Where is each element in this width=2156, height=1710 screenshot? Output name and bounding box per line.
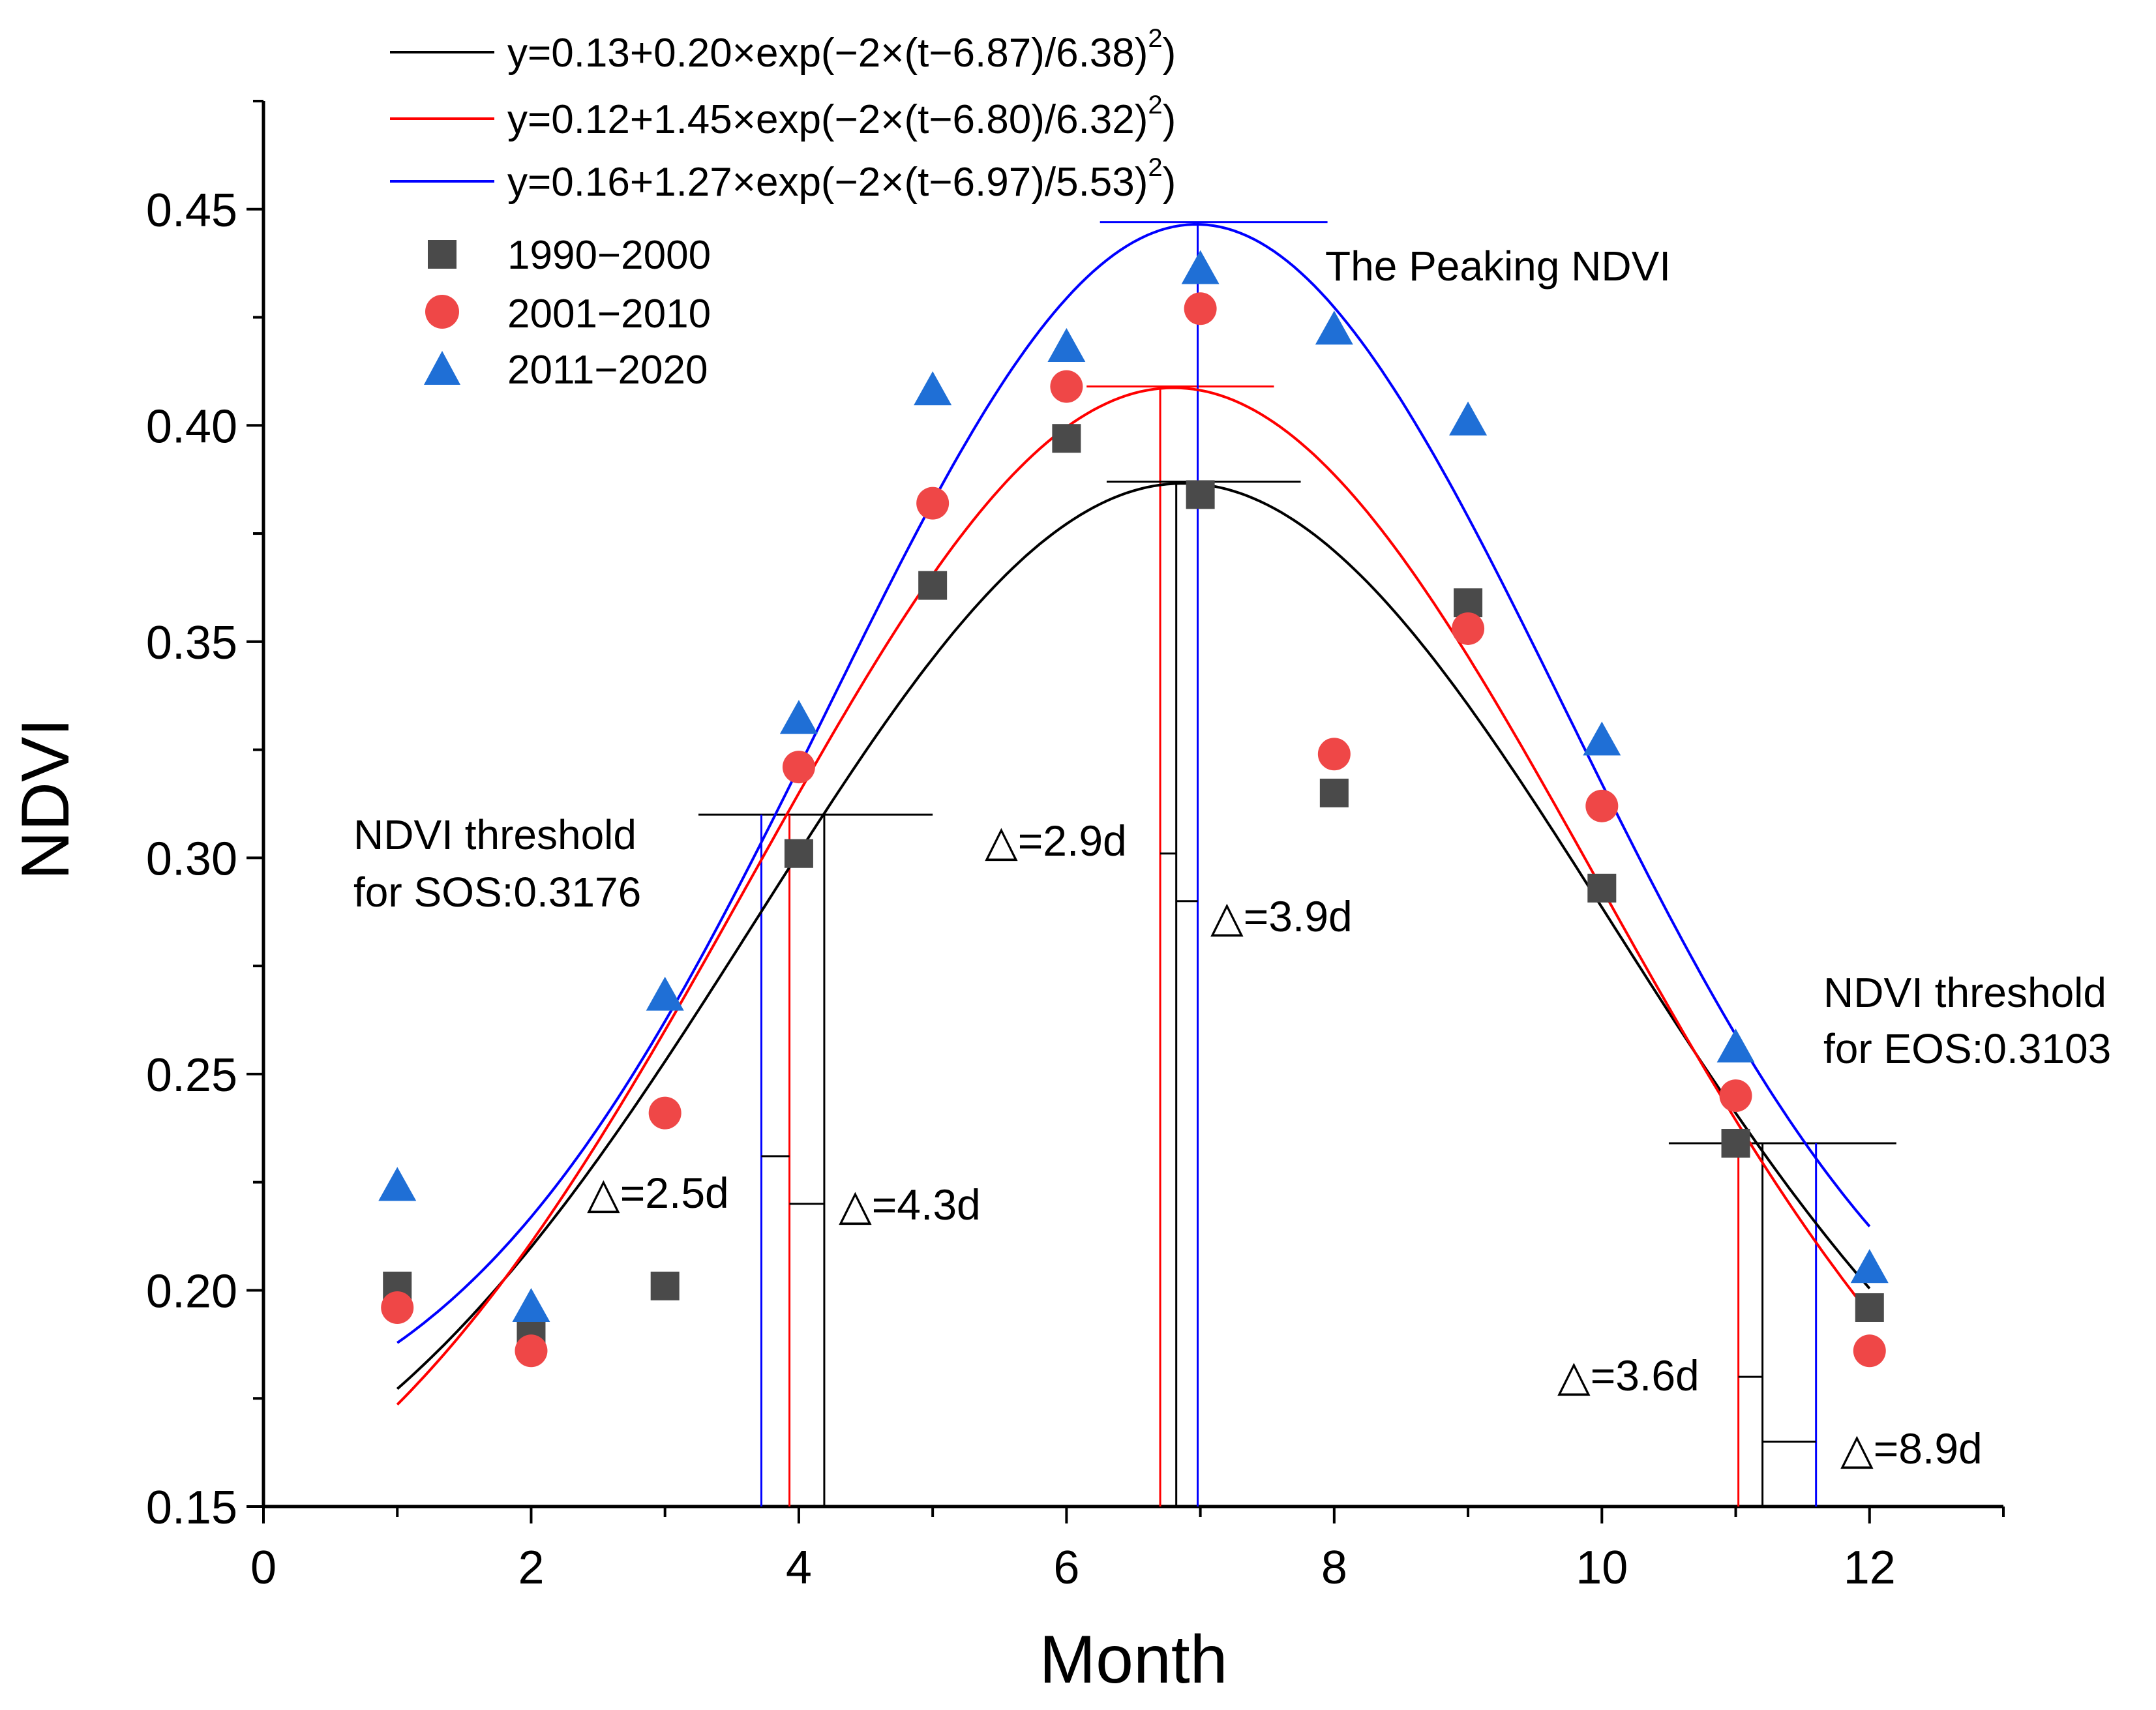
marker-triangle-2011−2020	[779, 700, 818, 734]
axis-ticks	[247, 100, 2005, 1523]
y-axis-title: NDVI	[8, 718, 83, 880]
y-tick-label: 0.20	[146, 1265, 237, 1317]
x-tick-label: 10	[1576, 1542, 1628, 1594]
marker-circle-2001−2010	[381, 1291, 414, 1324]
delta-eos-black-blue: △=8.9d	[1840, 1424, 1983, 1473]
fit-curves	[396, 222, 1871, 1406]
marker-triangle-2011−2020	[1716, 1028, 1755, 1063]
delta-eos-red-black: △=3.6d	[1557, 1351, 1699, 1400]
y-tick-labels: 0.15 0.20 0.25 0.30 0.35 0.40 0.45	[146, 185, 237, 1534]
delta-sos-red-black: △=4.3d	[839, 1180, 981, 1229]
x-tick-label: 0	[250, 1542, 277, 1594]
peak-ndvi-label: The Peaking NDVI	[1325, 243, 1671, 290]
marker-square-1990−2000	[918, 571, 948, 600]
marker-triangle-2011−2020	[1850, 1249, 1889, 1283]
marker-circle-2001−2010	[1317, 738, 1351, 771]
fit-curve-0	[396, 482, 1871, 1390]
x-axis-title: Month	[1039, 1622, 1227, 1698]
y-tick-label: 0.40	[146, 400, 237, 453]
x-tick-labels: 0 2 4 6 8 10 12	[250, 1542, 1896, 1594]
marker-circle-2001−2010	[1719, 1079, 1752, 1113]
delta-peak-black-blue: △=3.9d	[1210, 892, 1353, 940]
y-tick-label: 0.30	[146, 833, 237, 885]
fit-curve-2	[397, 222, 1871, 1344]
marker-triangle-2011−2020	[1449, 401, 1488, 436]
marker-square-1990−2000	[1186, 480, 1215, 509]
marker-circle-2001−2010	[648, 1096, 681, 1130]
sos-threshold-label-line1: NDVI threshold	[353, 811, 636, 858]
marker-triangle-2011−2020	[1047, 327, 1086, 362]
marker-square-1990−2000	[1587, 873, 1617, 903]
eos-threshold-label-line2: for EOS:0.3103	[1823, 1025, 2111, 1072]
y-tick-label: 0.45	[146, 185, 237, 237]
marker-triangle-2011−2020	[914, 371, 952, 406]
marker-circle-2001−2010	[782, 751, 815, 784]
y-tick-label: 0.35	[146, 617, 237, 669]
legend-fit-black: y=0.13+0.20×exp(−2×(t−6.87)/6.38)2)	[507, 24, 1176, 76]
marker-triangle-2011−2020	[1583, 721, 1621, 756]
x-tick-label: 8	[1321, 1542, 1347, 1594]
marker-square-1990−2000	[1052, 424, 1081, 453]
marker-circle-2001−2010	[1050, 370, 1083, 403]
legend-series-1990-2000: 1990−2000	[507, 233, 711, 278]
marker-triangle-2011−2020	[378, 1167, 417, 1201]
y-tick-label: 0.25	[146, 1049, 237, 1102]
legend: y=0.13+0.20×exp(−2×(t−6.87)/6.38)2) y=0.…	[390, 24, 1176, 393]
y-tick-label: 0.15	[146, 1482, 237, 1534]
marker-triangle-2011−2020	[512, 1287, 550, 1322]
marker-triangle-2011−2020	[646, 976, 684, 1011]
x-tick-label: 6	[1053, 1542, 1079, 1594]
marker-square-1990−2000	[1454, 588, 1483, 618]
marker-circle-2001−2010	[1585, 789, 1619, 822]
delta-sos-blue-red: △=2.5d	[587, 1169, 729, 1217]
delta-peak-red-black: △=2.9d	[985, 817, 1127, 865]
legend-fit-blue: y=0.16+1.27×exp(−2×(t−6.97)/5.53)2)	[507, 153, 1176, 205]
marker-square-1990−2000	[650, 1271, 680, 1300]
marker-circle-2001−2010	[1452, 612, 1485, 645]
x-tick-label: 2	[518, 1542, 544, 1594]
reference-lines	[698, 221, 1896, 1507]
marker-circle-2001−2010	[1184, 292, 1217, 325]
marker-circle-2001−2010	[515, 1334, 548, 1368]
marker-square-1990−2000	[1855, 1293, 1884, 1322]
legend-marker-triangle	[424, 351, 460, 385]
marker-triangle-2011−2020	[1315, 310, 1353, 345]
marker-circle-2001−2010	[1853, 1334, 1886, 1368]
legend-marker-square	[428, 240, 457, 269]
legend-marker-circle	[425, 295, 459, 329]
sos-threshold-label-line2: for SOS:0.3176	[353, 869, 641, 916]
legend-series-2001-2010: 2001−2010	[507, 292, 711, 337]
data-markers	[378, 250, 1889, 1368]
legend-fit-red: y=0.12+1.45×exp(−2×(t−6.80)/6.32)2)	[507, 91, 1176, 142]
eos-threshold-label-line1: NDVI threshold	[1823, 969, 2106, 1016]
marker-circle-2001−2010	[916, 487, 950, 520]
x-tick-label: 12	[1844, 1542, 1896, 1594]
x-tick-label: 4	[786, 1542, 812, 1594]
fit-curve-1	[396, 386, 1871, 1406]
marker-square-1990−2000	[1319, 778, 1349, 807]
marker-triangle-2011−2020	[1181, 250, 1220, 284]
legend-series-2011-2020: 2011−2020	[507, 348, 708, 393]
marker-square-1990−2000	[784, 839, 813, 868]
marker-square-1990−2000	[1721, 1129, 1750, 1158]
